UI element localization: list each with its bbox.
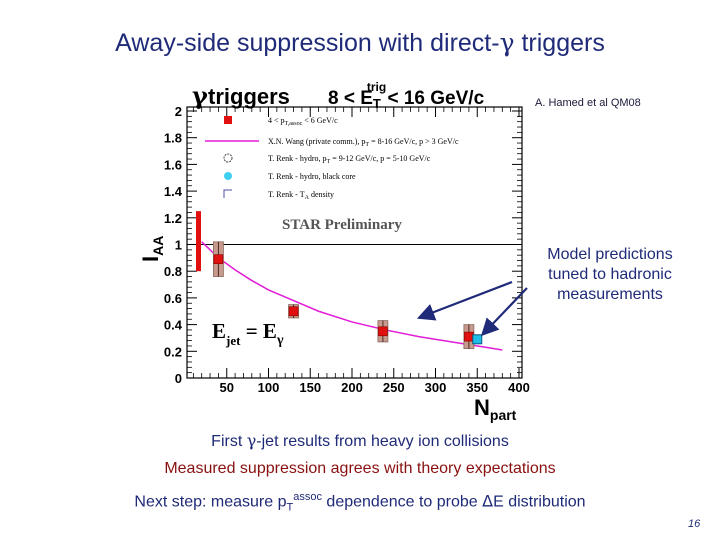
data-point [288,306,299,317]
y-tick-label: 2 [175,104,182,119]
data-point [378,326,388,337]
legend-marker-black-core [224,172,232,180]
title-gamma-symbol: γ [499,28,515,57]
x-tick-label: 100 [258,380,280,395]
y-tick-label: 1.2 [164,211,182,226]
title-text: Away-side suppression with direct- [115,29,500,57]
y-tick-label: 0.2 [164,344,182,359]
y-tick-label: 1.6 [164,157,182,172]
page-number: 16 [688,518,701,530]
y-tick-label: 1.4 [164,184,183,199]
y-tick-label: 0.6 [164,291,182,306]
x-tick-label: 350 [466,380,488,395]
data-point [464,331,474,342]
model-annotation: Model predictions tuned to hadronic meas… [520,245,700,305]
legend-label: 4 < pT,assoc < 6 GeV/c [268,116,338,127]
chart-title-word: triggers [208,84,290,109]
arrow-to-black-core [480,287,528,337]
legend-label: T. Renk - TA density [268,190,334,201]
annotation-line: measurements [557,286,663,303]
xn-wang-curve [201,241,503,351]
x-axis: 50 100 150 200 250 300 350 400 [192,107,530,395]
chart-title-gamma: γ [192,81,208,110]
x-tick-label: 400 [508,380,530,395]
star-preliminary-watermark: STAR Preliminary [282,217,402,233]
title-text-end: triggers [514,29,605,57]
x-axis-label: Npart [474,395,517,423]
y-axis-label: IAA [138,236,166,262]
bullet-first-results: First γ-jet results from heavy ion colli… [211,431,509,450]
x-tick-label: 300 [425,380,447,395]
y-tick-label: 0 [175,371,182,386]
y-tick-label: 1.8 [164,131,182,146]
annotation-line: Model predictions [547,246,673,263]
y-tick-label: 0.8 [164,264,182,279]
data-point [213,254,224,264]
annotation-line: tuned to hadronic [548,266,672,283]
bullet-theory-agreement: Measured suppression agrees with theory … [164,460,556,477]
x-tick-label: 150 [299,380,321,395]
x-tick-label: 250 [383,380,405,395]
bullet-next-step: Next step: measure pTassoc dependence to… [134,491,586,514]
plot-border [186,106,523,379]
normalization-uncertainty-bar [196,211,201,272]
chart-title-range: 8 < ETtrig < 16 GeV/c [328,80,485,111]
black-core-point [472,334,483,345]
legend-label: T. Renk - hydro, black core [268,172,356,181]
x-tick-label: 50 [220,380,234,395]
energy-relation: Ejet = Eγ [212,319,284,348]
data-points [196,211,483,350]
legend-label: T. Renk - hydro, pT = 9-12 GeV/c, p = 5-… [268,154,431,165]
legend-marker-ta-density [223,189,232,198]
y-tick-label: 1 [175,238,182,253]
slide-title: Away-side suppression with direct-γ trig… [0,28,720,58]
legend-marker-hydro [223,153,233,163]
x-tick-label: 200 [341,380,363,395]
y-tick-label: 0.4 [164,318,183,333]
legend-label: X.N. Wang (private comm.), pT = 8-16 GeV… [268,137,459,148]
plot-frame [186,106,523,379]
legend: 4 < pT,assoc < 6 GeV/c X.N. Wang (private… [205,116,459,201]
credit-text: A. Hamed et al QM08 [535,97,641,109]
legend-marker-data [224,116,232,124]
y-axis: 0 0.2 0.4 0.6 0.8 1 1.2 1.4 1.6 1.8 2 [164,104,522,386]
arrow-to-hydro-curve [416,280,513,321]
